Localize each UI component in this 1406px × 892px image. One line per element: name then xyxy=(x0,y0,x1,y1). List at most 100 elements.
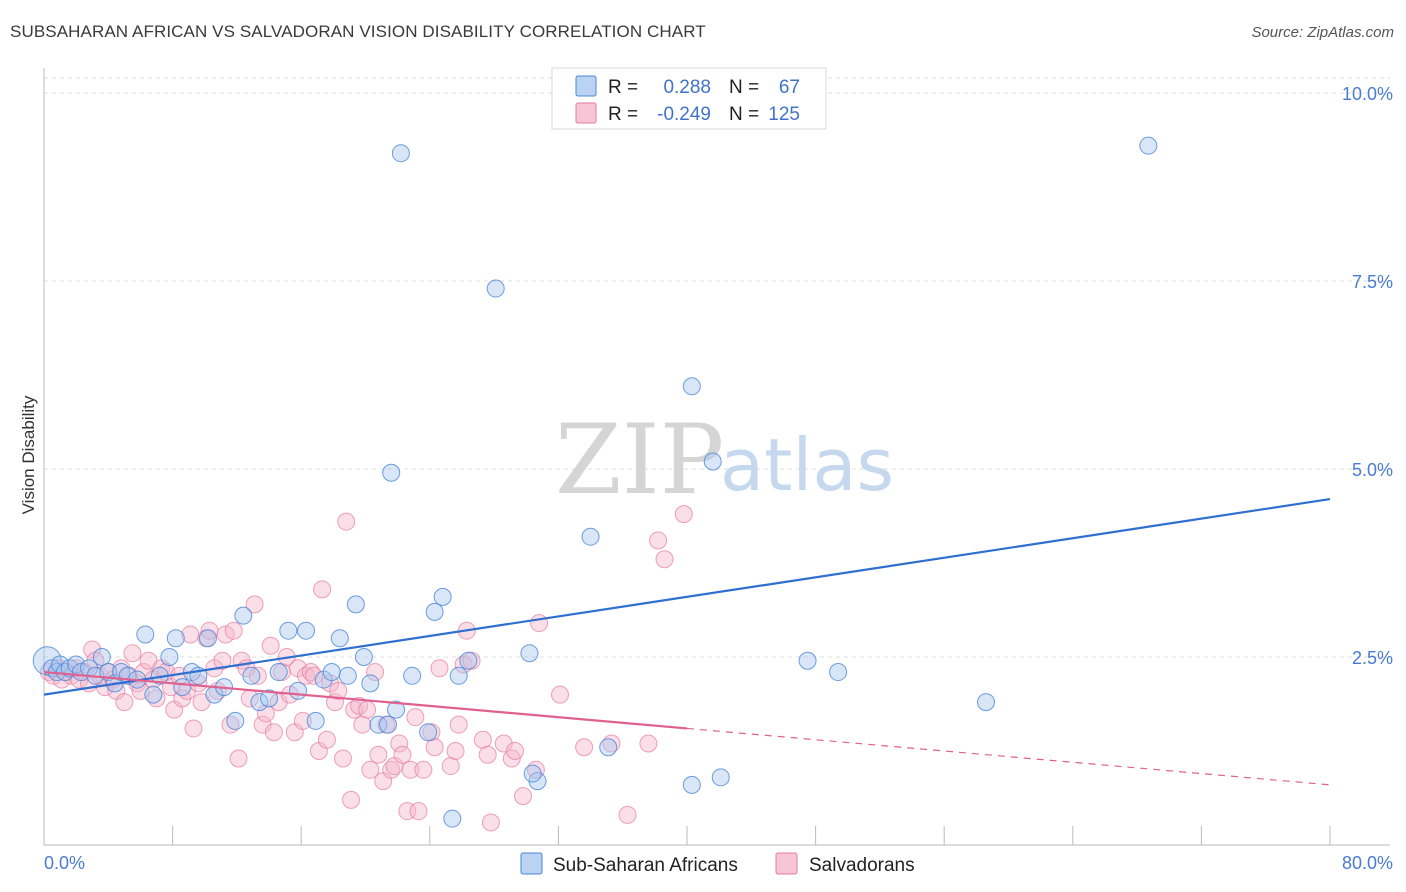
sub-saharan-point xyxy=(173,678,192,697)
watermark-zip: ZIP xyxy=(555,404,724,516)
axes xyxy=(43,68,1390,846)
sub-saharan-point xyxy=(520,644,539,663)
legend-box xyxy=(551,67,827,130)
salvadoran-point xyxy=(366,663,385,682)
salvadoran-point xyxy=(449,715,468,734)
sub-saharan-point xyxy=(166,629,185,648)
legend-r-label: R = xyxy=(608,77,638,98)
y-tick-label: 7.5% xyxy=(1352,272,1393,292)
salvadoran-point xyxy=(342,790,361,809)
watermark-atlas: atlas xyxy=(720,423,894,507)
y-tick-labels: 2.5% 5.0% 7.5% 10.0% xyxy=(1342,84,1393,668)
salvadoran-point xyxy=(293,711,312,730)
salvadoran-point xyxy=(481,813,500,832)
salvadoran-point xyxy=(224,621,243,640)
legend-n-value: 125 xyxy=(768,104,800,125)
salvadoran-point xyxy=(333,749,352,768)
salvadoran-point xyxy=(618,805,637,824)
bottom-legend-swatch-blue xyxy=(520,852,543,875)
salvadoran-point xyxy=(575,738,594,757)
legend-r-value: -0.249 xyxy=(657,104,711,125)
salvadoran-point xyxy=(264,723,283,742)
salvadoran-point xyxy=(530,614,549,633)
y-tick-label: 10.0% xyxy=(1342,84,1393,104)
salvadoran-point xyxy=(248,666,267,685)
sub-saharan-point xyxy=(1139,136,1158,155)
sub-saharan-point xyxy=(260,689,279,708)
sub-saharan-point xyxy=(682,377,701,396)
sub-saharan-point xyxy=(92,648,111,667)
sub-saharan-point xyxy=(354,648,373,667)
salvadoran-point xyxy=(441,757,460,776)
sub-saharan-trend-line xyxy=(43,498,1331,696)
sub-saharan-point xyxy=(387,700,406,719)
salvadorans-points xyxy=(39,505,693,832)
legend-swatch-pink xyxy=(575,102,597,124)
x-tick-label: 0.0% xyxy=(44,853,85,873)
salvadoran-point xyxy=(473,730,492,749)
sub-saharan-point xyxy=(599,738,618,757)
salvadoran-point xyxy=(494,734,513,753)
sub-saharan-point xyxy=(976,693,995,712)
salvadoran-point xyxy=(213,651,232,670)
salvadoran-point xyxy=(337,512,356,531)
legend-n-label: N = xyxy=(729,104,759,125)
salvadoran-point xyxy=(245,595,264,614)
sub-saharan-point xyxy=(279,621,298,640)
sub-saharan-point xyxy=(703,452,722,471)
salvadoran-point xyxy=(446,742,465,761)
salvadoran-point xyxy=(358,700,377,719)
salvadoran-point xyxy=(123,644,142,663)
salvadoran-point xyxy=(514,787,533,806)
sub-saharan-point xyxy=(198,629,217,648)
salvadoran-point xyxy=(305,666,324,685)
sub-saharan-point xyxy=(242,666,261,685)
bottom-legend-label: Salvadorans xyxy=(809,855,915,876)
salvadoran-point xyxy=(115,693,134,712)
sub-saharan-point xyxy=(346,595,365,614)
salvadoran-point xyxy=(409,802,428,821)
salvadoran-point xyxy=(393,745,412,764)
y-tick-label: 2.5% xyxy=(1352,648,1393,668)
sub-saharan-point xyxy=(486,279,505,298)
trend-lines xyxy=(43,498,1331,786)
salvadoran-point xyxy=(674,505,693,524)
sub-saharan-point xyxy=(449,666,468,685)
sub-saharan-point xyxy=(322,663,341,682)
salvadoran-point xyxy=(390,734,409,753)
chart-title: SUBSAHARAN AFRICAN VS SALVADORAN VISION … xyxy=(10,22,706,41)
x-tick-labels: 0.0% 80.0% xyxy=(44,853,1393,873)
salvadoran-point xyxy=(649,531,668,550)
sub-saharan-point xyxy=(250,693,269,712)
salvadoran-point xyxy=(83,640,102,659)
salvadoran-trend-extension xyxy=(686,727,1331,786)
sub-saharan-point xyxy=(382,463,401,482)
sub-saharan-point xyxy=(829,663,848,682)
sub-saharan-point xyxy=(288,681,307,700)
salvadoran-point xyxy=(401,760,420,779)
sub-saharan-point xyxy=(269,663,288,682)
salvadoran-point xyxy=(329,681,348,700)
sub-saharan-point xyxy=(369,715,388,734)
bottom-legend-label: Sub-Saharan Africans xyxy=(553,855,738,876)
salvadoran-point xyxy=(369,745,388,764)
sub-saharan-point xyxy=(433,587,452,606)
salvadoran-point xyxy=(406,708,425,727)
x-tick-label: 80.0% xyxy=(1342,853,1393,873)
salvadoran-point xyxy=(256,704,275,723)
legend-r-value: 0.288 xyxy=(663,77,711,98)
sub-saharan-point xyxy=(226,711,245,730)
salvadoran-point xyxy=(425,738,444,757)
salvadoran-point xyxy=(655,550,674,569)
sub-saharan-point xyxy=(160,648,179,667)
sub-saharan-point xyxy=(581,527,600,546)
y-tick-label: 5.0% xyxy=(1352,460,1393,480)
sub-saharan-point xyxy=(425,602,444,621)
grid-lines xyxy=(44,77,1390,658)
salvadoran-point xyxy=(639,734,658,753)
salvadoran-point xyxy=(229,749,248,768)
legend-n-value: 67 xyxy=(779,77,800,98)
sub-saharan-point xyxy=(523,764,542,783)
sub-saharan-point xyxy=(144,685,163,704)
